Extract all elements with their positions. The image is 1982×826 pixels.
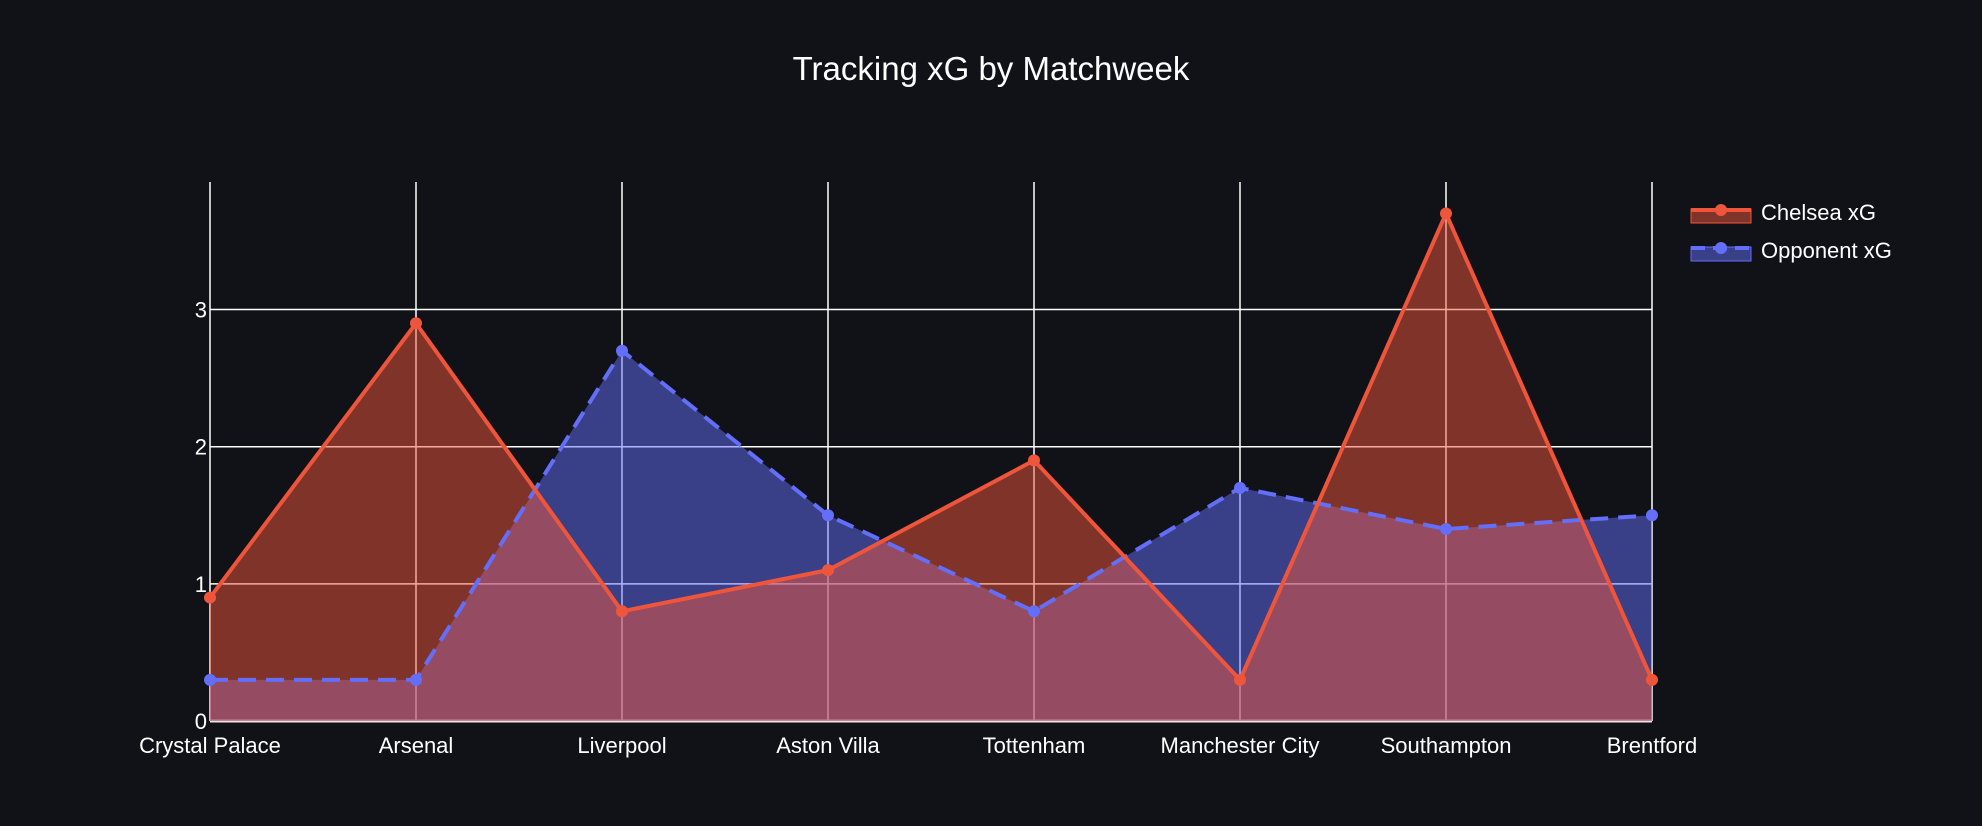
data-point <box>410 317 422 330</box>
x-tick-label: Liverpool <box>577 733 666 758</box>
chart-title: Tracking xG by Matchweek <box>793 50 1190 87</box>
y-tick-label: 2 <box>195 435 207 460</box>
y-tick-label: 3 <box>195 298 207 323</box>
legend[interactable]: Chelsea xG Opponent xG <box>1690 200 1892 263</box>
legend-marker <box>1715 242 1727 254</box>
data-point <box>204 673 216 686</box>
x-tick-label: Southampton <box>1381 733 1512 758</box>
x-tick-label: Arsenal <box>379 733 454 758</box>
x-tick-label: Aston Villa <box>776 733 880 758</box>
data-point <box>1028 454 1040 467</box>
data-point <box>822 564 834 577</box>
area-1 <box>210 213 1652 721</box>
data-point <box>204 591 216 604</box>
axis-ticks: Crystal Palace Arsenal Liverpool Aston Vill… <box>139 298 1697 758</box>
x-tick-label: Crystal Palace <box>139 733 281 758</box>
legend-label: Opponent xG <box>1761 238 1892 263</box>
series-lines <box>208 211 1654 682</box>
x-tick-label: Manchester City <box>1161 733 1320 758</box>
data-point <box>1440 522 1452 535</box>
series-areas <box>210 213 1652 721</box>
data-point <box>616 344 628 357</box>
legend-item[interactable]: Chelsea xG <box>1690 200 1876 225</box>
data-point <box>410 673 422 686</box>
y-tick-label: 1 <box>195 572 207 597</box>
series-line-0 <box>210 348 1653 682</box>
series-line-1 <box>208 211 1654 682</box>
x-tick-label: Brentford <box>1607 733 1698 758</box>
data-point <box>1440 207 1452 220</box>
legend-item[interactable]: Opponent xG <box>1690 238 1892 263</box>
data-point <box>1646 673 1658 686</box>
x-tick-label: Tottenham <box>983 733 1086 758</box>
data-point <box>1234 673 1246 686</box>
series-markers <box>204 207 1658 686</box>
legend-label: Chelsea xG <box>1761 200 1876 225</box>
data-point <box>1028 605 1040 618</box>
data-point <box>1646 509 1658 522</box>
legend-marker <box>1715 204 1727 216</box>
data-point <box>822 509 834 522</box>
data-point <box>1234 481 1246 494</box>
y-tick-label: 0 <box>195 709 207 734</box>
data-point <box>616 605 628 618</box>
